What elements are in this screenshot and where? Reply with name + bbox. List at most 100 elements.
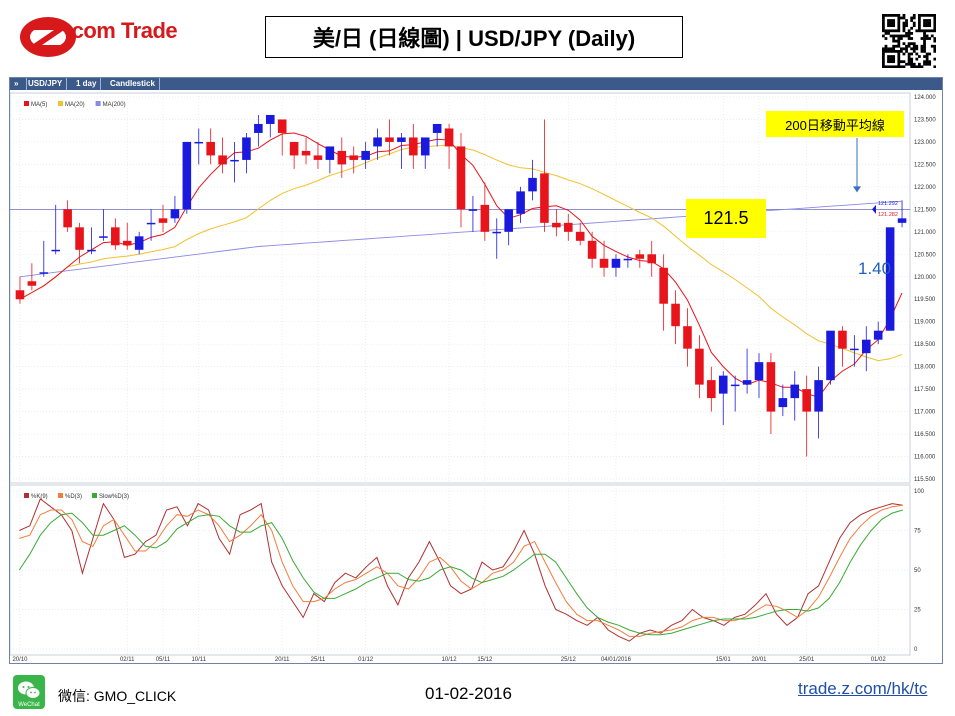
candle-body (337, 150, 347, 165)
candle-body (325, 146, 335, 160)
legend-label: %D(3) (65, 494, 82, 500)
logo-wordmark: Z.com Trade (66, 18, 178, 43)
page-title-text: 美/日 (日線圖) | USD/JPY (Daily) (312, 26, 636, 51)
candle-body (385, 137, 394, 142)
website-link[interactable]: trade.z.com/hk/tc (798, 679, 928, 698)
candle-body (99, 236, 108, 238)
candle-body (134, 236, 144, 250)
candle-body (635, 254, 645, 259)
candle-body (218, 155, 227, 165)
legend-swatch (24, 493, 29, 498)
y-tick-label: 121.500 (914, 207, 936, 213)
y-tick-label: 116.000 (914, 455, 936, 461)
y-tick-label: 122.000 (914, 185, 936, 191)
candle-body (122, 240, 132, 246)
x-tick-label: 20/11 (275, 657, 290, 663)
menu-arrow-icon[interactable]: » (10, 78, 27, 90)
candle-body (15, 290, 25, 300)
y-tick-label: 124.000 (914, 95, 936, 101)
main-plot-area (10, 92, 911, 484)
wechat-id: 微信: GMO_CLICK (58, 688, 177, 704)
candle-body (695, 348, 704, 385)
candle-body (492, 231, 502, 234)
candle-body (182, 141, 192, 210)
price-marker-icon (872, 204, 876, 214)
osc-series-line (18, 509, 903, 636)
chart-toolbar: » USD/JPY 1 day Candlestick (10, 78, 942, 90)
y-tick-label: 121.000 (914, 230, 936, 236)
candle-body (754, 362, 764, 381)
symbol-selector[interactable]: USD/JPY (24, 78, 68, 90)
report-date: 01-02-2016 (425, 684, 512, 703)
candle-body (766, 362, 776, 412)
osc-series-line (19, 504, 903, 637)
x-tick-label: 10/11 (191, 657, 206, 663)
x-tick-label: 05/11 (156, 657, 171, 663)
candle-body (718, 375, 728, 394)
y-tick-label: 118.000 (914, 365, 936, 371)
candle-body (897, 218, 907, 223)
candle-body (111, 227, 120, 246)
candle-body (75, 227, 84, 250)
candle-body (575, 231, 585, 241)
y-tick-label: 123.500 (914, 117, 936, 123)
x-tick-label: 15/12 (477, 657, 493, 663)
candle-body (39, 272, 49, 274)
osc-series-line (19, 498, 903, 642)
candle-body (885, 227, 895, 331)
candle-body (778, 398, 788, 408)
y-tick-label: 120.500 (914, 252, 936, 258)
y-tick-label: 117.000 (914, 410, 936, 416)
y-tick-label: 122.500 (914, 162, 936, 168)
y-tick-label: 116.500 (914, 432, 936, 438)
candle-body (552, 222, 561, 228)
candle-body (802, 389, 811, 412)
x-tick-label: 15/01 (716, 657, 732, 663)
legend-label: %K(9) (31, 494, 48, 500)
candle-body (51, 249, 61, 252)
osc-y-tick-label: 100 (914, 489, 925, 495)
candle-body (838, 330, 847, 349)
page-title: 美/日 (日線圖) | USD/JPY (Daily) (265, 16, 683, 58)
candle-body (659, 267, 668, 304)
legend-swatch (92, 493, 97, 498)
candle-body (683, 326, 692, 349)
annotation-arrowhead-icon (853, 186, 861, 193)
legend-swatch (24, 101, 29, 106)
wechat-icon-text: WeChat (18, 702, 40, 708)
candle-body (790, 384, 800, 399)
candle-body (432, 123, 442, 133)
candle-body (730, 384, 740, 387)
x-tick-label: 20/10 (12, 657, 28, 663)
legend-label: MA(20) (65, 102, 85, 108)
candle-body (87, 249, 96, 252)
x-tick-label: 25/12 (561, 657, 577, 663)
candle-body (265, 114, 275, 124)
x-tick-label: 02/11 (120, 657, 135, 663)
legend-label: Slow%D(3) (99, 494, 129, 500)
candle-body (611, 258, 621, 268)
x-tick-label: 10/12 (442, 657, 458, 663)
x-tick-label: 25/01 (799, 657, 815, 663)
candle-body (504, 209, 513, 232)
candle-body (599, 258, 609, 268)
period-selector[interactable]: 1 day (72, 78, 102, 90)
candle-body (456, 146, 466, 210)
candle-body (397, 137, 406, 142)
candle-body (313, 155, 323, 160)
candle-body (158, 218, 168, 223)
candle-body (563, 222, 573, 232)
legend-swatch (95, 101, 101, 106)
x-tick-label: 25/11 (311, 657, 326, 663)
ma200-annotation: 200日移動平均線 (766, 111, 904, 137)
candle-body (242, 137, 251, 160)
level-annotation-text: 121.5 (703, 208, 749, 228)
wechat-icon: WeChat (13, 675, 45, 709)
level-annotation: 121.5 (686, 199, 766, 238)
style-selector[interactable]: Candlestick (106, 78, 160, 90)
y-tick-label: 117.500 (914, 387, 936, 393)
candle-body (528, 177, 537, 192)
candle-body (468, 209, 478, 211)
candle-body (349, 155, 359, 160)
x-tick-label: 01/12 (358, 657, 374, 663)
